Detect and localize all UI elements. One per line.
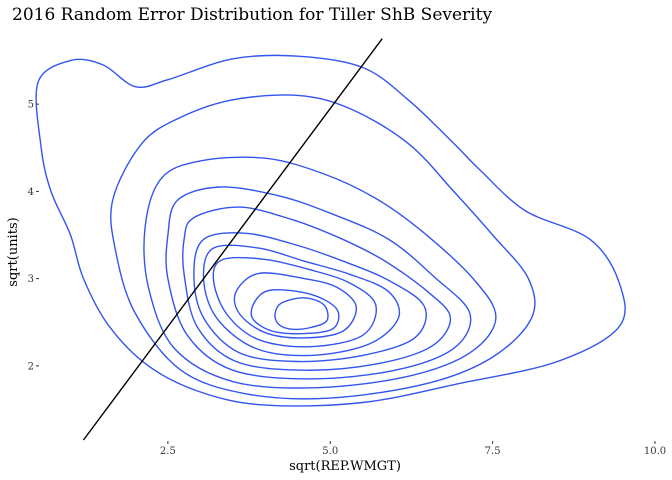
contour-level-5 [182,206,452,371]
x-tick-label: 7.5 [485,446,501,457]
x-tick-label: 5.0 [322,446,338,457]
contour-level-11 [274,297,329,331]
chart-title: 2016 Random Error Distribution for Tille… [12,5,492,25]
contour-level-2 [110,94,536,400]
reference-line [82,38,383,441]
x-axis-label: sqrt(REP.WMGT) [289,459,401,474]
contour-level-9 [233,272,358,339]
y-tick-label: 5 [28,100,34,111]
x-tick-label: 10.0 [644,446,666,457]
plot-area [35,38,626,441]
x-tick-label: 2.5 [160,446,176,457]
contour-level-1 [35,54,626,407]
contour-level-7 [202,244,401,357]
y-tick-label: 2 [28,361,34,372]
contour-level-3 [143,156,497,389]
y-tick-label: 3 [28,274,34,285]
x-axis: 2.5 5.0 7.5 10.0 [160,441,666,457]
contour-level-10 [250,289,340,335]
contour-layer [35,54,626,407]
y-tick-label: 4 [28,187,34,198]
contour-level-6 [193,232,427,363]
contour-level-8 [212,256,377,348]
y-axis: 2 3 4 5 [28,100,39,372]
contour-level-4 [165,186,472,380]
y-axis-label: sqrt(units) [6,217,21,286]
